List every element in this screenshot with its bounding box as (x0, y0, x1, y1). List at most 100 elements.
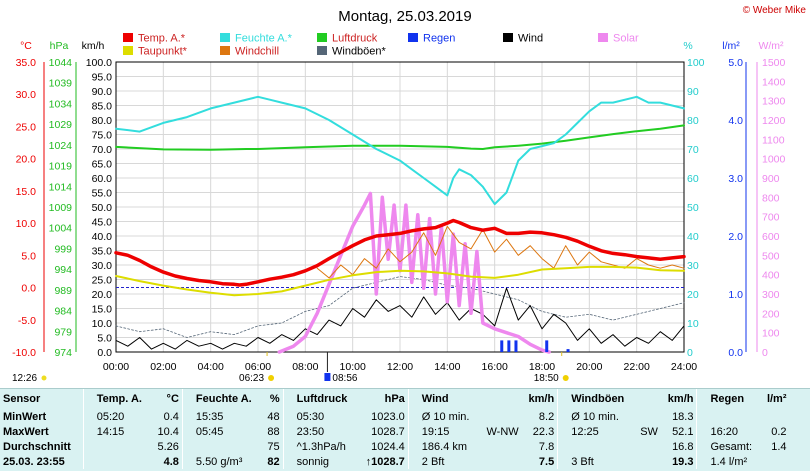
stats-value: 5.26 (157, 440, 179, 453)
stats-cell: 05:20 (96, 410, 125, 423)
solar-tick-label: 100 (762, 328, 780, 340)
solar-tick-label: 1500 (762, 57, 786, 69)
stats-value: 82 (267, 455, 280, 468)
stats-cell (94, 439, 151, 454)
temp-unit: °C (20, 40, 32, 52)
time-tick-label: 16:00 (482, 361, 508, 373)
solar-tick-label: 500 (762, 250, 780, 262)
series-wind-line (115, 287, 685, 350)
stats-cell: 15:35 (195, 410, 224, 423)
time-tick-label: 08:00 (292, 361, 318, 373)
solar-tick-label: 200 (762, 308, 780, 320)
stats-value: 7.5 (538, 455, 555, 468)
stats-cell: 1.4 l/m² (710, 455, 748, 468)
stats-header-hum-unit: % (269, 393, 280, 405)
wind-tick-label: 10.0 (92, 318, 113, 330)
time-tick-label: 04:00 (198, 361, 224, 373)
temp-tick-label: 25.0 (16, 121, 37, 133)
stats-row-avg: Durchschnitt 5.26 75 ^1.3hPa/h 1024.4 186… (0, 439, 790, 454)
pressure-tick-label: 1044 (49, 57, 73, 69)
rain-unit: l/m² (722, 40, 740, 52)
temp-tick-label: 5.0 (21, 250, 36, 262)
stats-value: 8.2 (538, 410, 555, 423)
legend-label: Taupunkt* (138, 46, 188, 58)
series-temp-a-line (114, 218, 686, 287)
rain-tick-label: 4.0 (728, 115, 743, 127)
stats-value: 1023.0 (371, 410, 405, 423)
legend-swatch (317, 46, 327, 55)
humidity-tick-label: 40 (687, 231, 699, 243)
wind-tick-label: 45.0 (92, 217, 113, 229)
stats-value: 52.1 (672, 425, 694, 438)
stats-header-wind-unit: km/h (528, 393, 555, 405)
wind-tick-label: 55.0 (92, 188, 113, 200)
wind-tick-label: 50.0 (92, 202, 113, 214)
stats-value: 22.3 (532, 425, 555, 438)
rain-bar (566, 349, 570, 352)
legend-label: Wind (518, 33, 543, 45)
legend-label: Feuchte A.* (235, 33, 293, 45)
stats-value: 19.3 (672, 455, 694, 468)
humidity-tick-label: 10 (687, 318, 699, 330)
stats-header-rain: Regen (710, 393, 745, 405)
stats-cell: 3 Bft (571, 455, 594, 468)
stats-header-sensor: Sensor (3, 393, 41, 405)
legend-swatch (220, 33, 230, 42)
stats-header-gust-unit: km/h (667, 393, 694, 405)
chart-legend: Temp. A.* Feuchte A.* Luftdruck Regen Wind So… (123, 33, 639, 58)
stats-value: 10.4 (157, 425, 179, 438)
stats-cell: SW (640, 425, 658, 438)
pressure-tick-label: 994 (54, 264, 72, 276)
time-tick-label: 00:00 (103, 361, 129, 373)
sun-icon (562, 375, 569, 381)
stats-cell: 14:15 (96, 425, 125, 438)
wind-tick-label: 80.0 (92, 115, 113, 127)
legend-label: Solar (613, 33, 639, 45)
legend-swatch (317, 33, 327, 42)
pressure-tick-label: 974 (54, 347, 72, 359)
wind-tick-label: 70.0 (92, 144, 113, 156)
solar-tick-label: 0 (762, 347, 768, 359)
wind-tick-label: 30.0 (92, 260, 113, 272)
legend-label: Windchill (235, 46, 279, 58)
stats-value: 1.4 (771, 440, 787, 453)
stats-cell (707, 409, 760, 424)
wind-tick-label: 100.0 (86, 57, 112, 69)
sun-icon (268, 375, 275, 381)
sunrise-time: 06:23 (239, 373, 264, 384)
stats-value: 1028.7 (371, 425, 405, 438)
stats-cell: W-NW (486, 425, 519, 438)
rain-tick-label: 5.0 (728, 57, 743, 69)
stats-header-press: Luftdruck (296, 393, 348, 405)
wind-tick-label: 5.0 (97, 333, 112, 345)
time-tick-label: 02:00 (150, 361, 176, 373)
stats-value: 1024.4 (371, 440, 405, 453)
time-tick-label: 12:00 (387, 361, 413, 373)
stats-cell: 05:30 (296, 410, 325, 423)
moon-icon (41, 375, 47, 381)
pressure-tick-label: 1039 (49, 78, 73, 90)
solar-tick-label: 400 (762, 270, 780, 282)
stats-cell: 05:45 (195, 425, 224, 438)
stats-cell: 12:25 (571, 425, 599, 438)
humidity-tick-label: 70 (687, 144, 699, 156)
stats-cell: 186.4 km (421, 440, 468, 453)
plot-area (114, 95, 686, 354)
stats-table: Sensor Temp. A. °C Feuchte A. % Luftdruc… (0, 388, 810, 471)
stats-value (761, 454, 790, 469)
stats-row-label: MaxWert (3, 425, 49, 438)
stats-cell: 5.50 g/m³ (195, 455, 243, 468)
pressure-unit: hPa (50, 40, 69, 52)
stats-row-label: MinWert (3, 410, 47, 423)
wind-tick-label: 0.0 (97, 347, 112, 359)
pressure-tick-label: 1004 (49, 223, 73, 235)
wind-tick-label: 95.0 (92, 72, 113, 84)
wind-tick-label: 15.0 (92, 304, 113, 316)
legend-swatch (408, 33, 418, 42)
moonrise-time: 08:56 (332, 373, 357, 384)
sun-events: 12:26 06:23 08:56 18:50 (12, 352, 569, 384)
time-tick-label: 14:00 (434, 361, 460, 373)
moonset-time: 12:26 (12, 373, 37, 384)
stats-cell: ^1.3hPa/h (296, 440, 346, 453)
stats-row-min: MinWert 05:20 0.4 15:35 48 05:30 1023.0 Ø 1… (0, 409, 790, 424)
